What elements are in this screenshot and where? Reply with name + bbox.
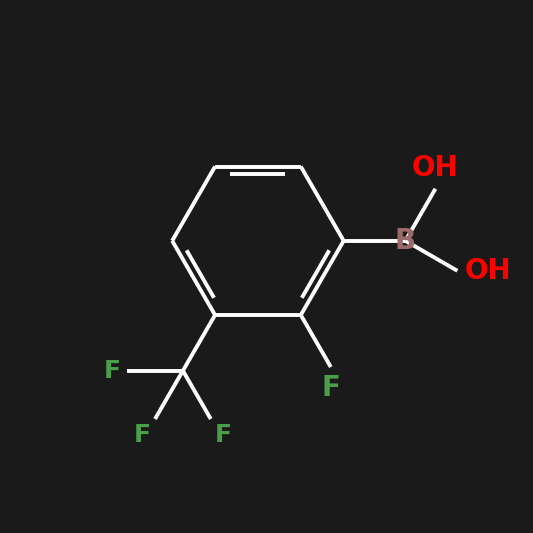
Text: OH: OH [464, 257, 511, 285]
Text: F: F [215, 423, 232, 447]
Text: F: F [134, 423, 151, 447]
Text: B: B [395, 227, 416, 255]
Text: F: F [321, 374, 340, 402]
Text: F: F [103, 359, 120, 383]
Text: OH: OH [412, 154, 459, 182]
